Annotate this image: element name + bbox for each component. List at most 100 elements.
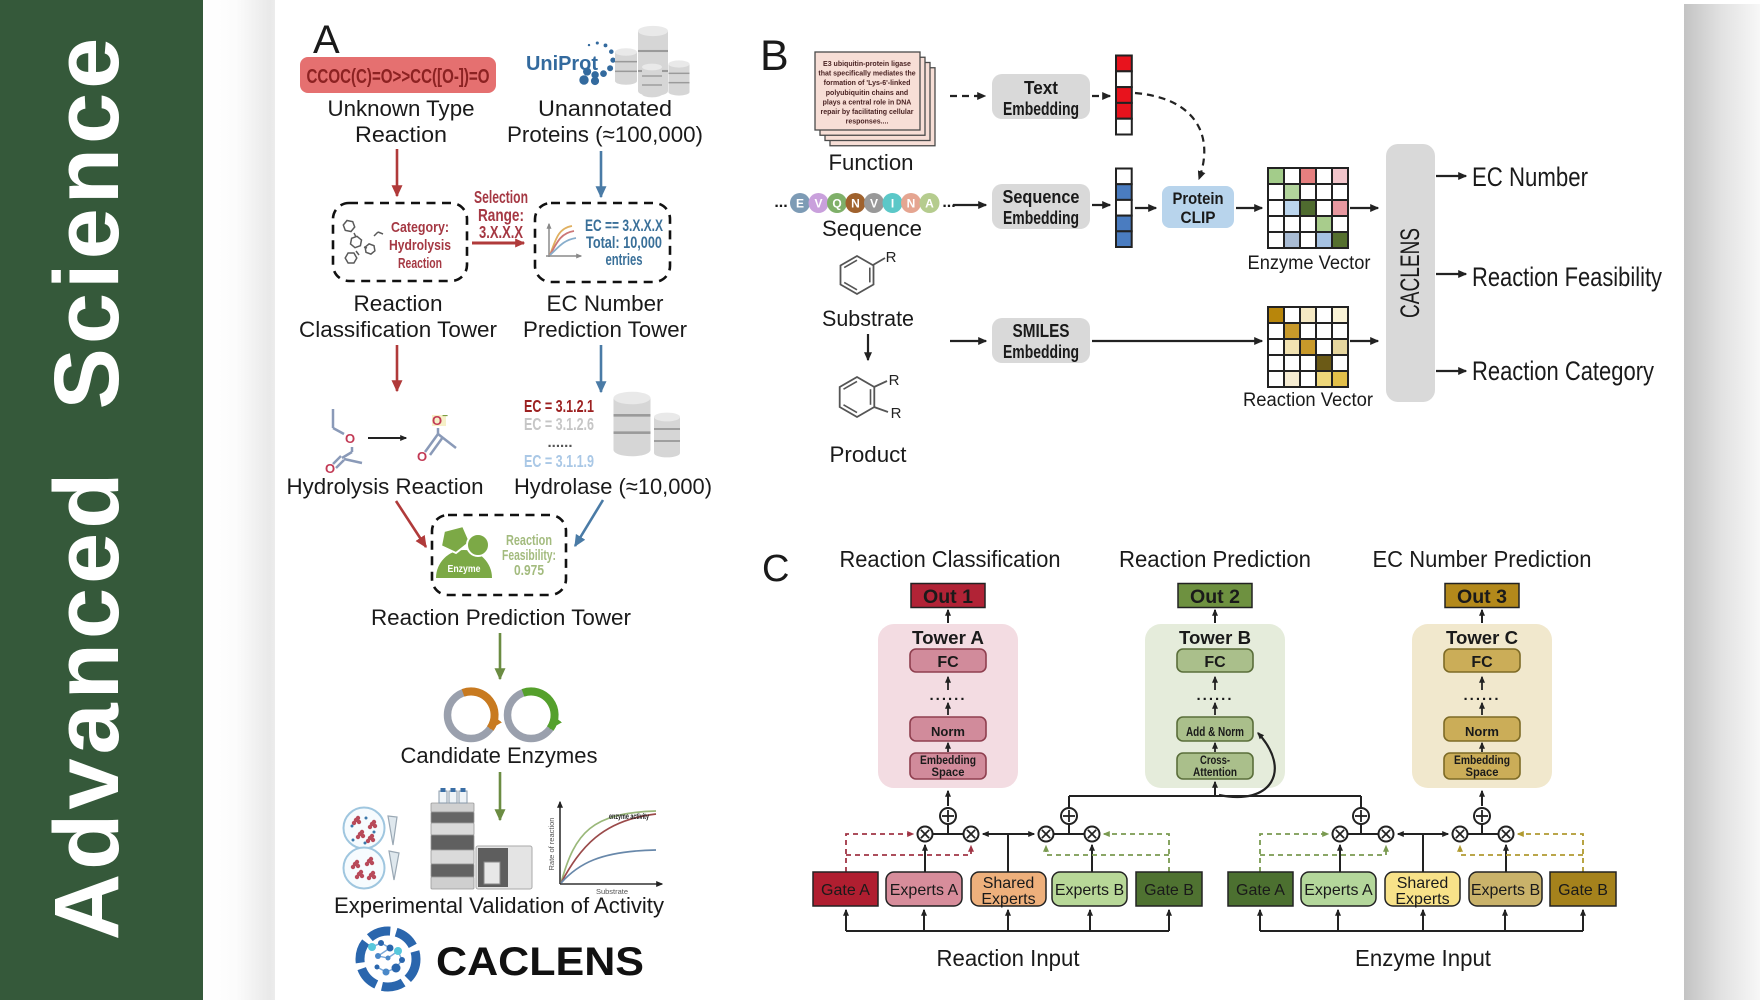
svg-text:Reaction Vector: Reaction Vector xyxy=(1243,390,1374,411)
svg-text:R: R xyxy=(886,249,897,266)
svg-text:Reaction Prediction Tower: Reaction Prediction Tower xyxy=(371,605,631,630)
svg-text:formation of 'Lys-6'-linked: formation of 'Lys-6'-linked xyxy=(824,80,911,87)
svg-text:SMILES: SMILES xyxy=(1013,321,1070,341)
svg-text:......: ...... xyxy=(929,687,966,704)
svg-text:V: V xyxy=(814,197,822,211)
svg-text:R: R xyxy=(889,372,900,389)
svg-text:plays a central role in DNA: plays a central role in DNA xyxy=(823,99,912,106)
svg-text:FC: FC xyxy=(937,654,959,671)
svg-text:Hydrolysis Reaction: Hydrolysis Reaction xyxy=(287,474,484,499)
svg-text:Sequence: Sequence xyxy=(822,216,922,241)
svg-text:...: ... xyxy=(774,194,787,211)
svg-text:Enzyme Input: Enzyme Input xyxy=(1355,945,1492,971)
svg-text:Reaction Classification: Reaction Classification xyxy=(840,546,1061,572)
svg-text:Cross-: Cross- xyxy=(1200,755,1230,767)
svg-text:Norm: Norm xyxy=(1465,724,1499,739)
svg-text:Tower B: Tower B xyxy=(1179,627,1251,648)
svg-text:......: ...... xyxy=(1196,687,1233,704)
svg-text:O: O xyxy=(325,461,335,476)
svg-text:Enzyme: Enzyme xyxy=(448,564,481,575)
svg-text:R: R xyxy=(891,405,902,422)
svg-text:I: I xyxy=(891,197,894,211)
svg-text:Out 1: Out 1 xyxy=(923,587,973,608)
svg-text:B: B xyxy=(760,32,789,80)
svg-text:Gate B: Gate B xyxy=(1144,882,1194,899)
svg-text:Reaction: Reaction xyxy=(354,291,443,316)
svg-text:Norm: Norm xyxy=(931,724,965,739)
svg-text:Feasibility:: Feasibility: xyxy=(502,547,556,564)
svg-text:Add & Norm: Add & Norm xyxy=(1186,724,1244,739)
svg-text:enzyme activity: enzyme activity xyxy=(609,811,649,821)
svg-text:EC == 3.X.X.X: EC == 3.X.X.X xyxy=(585,217,663,235)
svg-text:Experimental Validation of Act: Experimental Validation of Activity xyxy=(334,893,665,918)
svg-text:Candidate Enzymes: Candidate Enzymes xyxy=(401,743,598,768)
svg-text:Substrate: Substrate xyxy=(822,306,914,331)
svg-text:Reaction Category: Reaction Category xyxy=(1472,356,1654,386)
svg-text:O: O xyxy=(417,449,427,464)
svg-text:......: ...... xyxy=(547,434,572,451)
svg-text:Unknown Type: Unknown Type xyxy=(328,96,475,121)
svg-text:EC Number Prediction: EC Number Prediction xyxy=(1373,546,1592,572)
svg-text:Embedding: Embedding xyxy=(1003,99,1079,119)
svg-text:FC: FC xyxy=(1471,654,1493,671)
svg-text:FC: FC xyxy=(1204,654,1226,671)
svg-text:Shared: Shared xyxy=(1397,875,1449,892)
svg-text:Reaction: Reaction xyxy=(355,122,447,147)
svg-text:polyubiquitin chains and: polyubiquitin chains and xyxy=(826,90,908,97)
svg-text:Q: Q xyxy=(832,197,841,211)
svg-text:Space: Space xyxy=(932,767,965,779)
svg-text:Rate of reaction: Rate of reaction xyxy=(547,818,556,871)
svg-text:−: − xyxy=(442,411,448,422)
svg-text:CCOC(C)=O>>CC([O-])=O: CCOC(C)=O>>CC([O-])=O xyxy=(307,66,490,88)
svg-text:entries: entries xyxy=(606,251,643,269)
svg-text:A: A xyxy=(313,18,340,62)
svg-text:Sequence: Sequence xyxy=(1003,187,1080,207)
svg-text:E: E xyxy=(796,197,804,211)
svg-text:EC = 3.1.2.1: EC = 3.1.2.1 xyxy=(524,396,594,416)
svg-text:Product: Product xyxy=(830,442,908,467)
svg-text:E3 ubiquitin-protein ligase: E3 ubiquitin-protein ligase xyxy=(823,61,911,68)
svg-text:V: V xyxy=(870,197,878,211)
svg-text:N: N xyxy=(907,197,916,211)
svg-text:C: C xyxy=(762,548,789,590)
svg-text:Reaction: Reaction xyxy=(506,532,552,549)
svg-text:Proteins (≈100,000): Proteins (≈100,000) xyxy=(507,122,703,147)
svg-text:Category:: Category: xyxy=(391,219,449,236)
svg-text:Text: Text xyxy=(1024,78,1058,98)
svg-text:Selection: Selection xyxy=(474,187,528,207)
svg-text:Experts A: Experts A xyxy=(890,882,959,899)
svg-text:Protein: Protein xyxy=(1173,189,1224,208)
svg-text:CACLENS: CACLENS xyxy=(436,940,644,984)
svg-text:Gate A: Gate A xyxy=(821,882,870,899)
svg-text:Gate B: Gate B xyxy=(1558,882,1608,899)
svg-text:Classification Tower: Classification Tower xyxy=(299,317,497,342)
svg-text:Function: Function xyxy=(829,150,914,175)
svg-text:...: ... xyxy=(942,194,955,211)
svg-text:Reaction: Reaction xyxy=(398,255,442,272)
svg-text:Out 3: Out 3 xyxy=(1457,587,1507,608)
svg-text:Embedding: Embedding xyxy=(1454,755,1510,767)
svg-text:EC Number: EC Number xyxy=(547,291,664,316)
svg-text:responses....: responses.... xyxy=(846,119,889,126)
svg-text:......: ...... xyxy=(1463,687,1500,704)
svg-text:EC Number: EC Number xyxy=(1472,162,1588,192)
svg-text:that specifically mediates the: that specifically mediates the xyxy=(818,71,915,78)
svg-text:Advanced Science: Advanced Science xyxy=(36,34,138,941)
svg-text:Embedding: Embedding xyxy=(920,755,976,767)
svg-text:Tower C: Tower C xyxy=(1446,627,1518,648)
svg-text:CLIP: CLIP xyxy=(1181,208,1216,227)
svg-text:Embedding: Embedding xyxy=(1003,342,1079,362)
svg-text:Tower A: Tower A xyxy=(912,627,984,648)
svg-text:CACLENS: CACLENS xyxy=(1395,228,1425,318)
svg-text:A: A xyxy=(925,197,934,211)
svg-text:0.975: 0.975 xyxy=(514,562,544,579)
svg-text:Experts: Experts xyxy=(981,891,1035,908)
svg-text:N: N xyxy=(851,197,860,211)
svg-text:Enzyme Vector: Enzyme Vector xyxy=(1248,253,1372,274)
svg-text:Hydrolase (≈10,000): Hydrolase (≈10,000) xyxy=(514,474,712,499)
svg-text:Reaction Prediction: Reaction Prediction xyxy=(1119,546,1311,572)
svg-text:3.X.X.X: 3.X.X.X xyxy=(479,222,523,242)
svg-text:Substrate: Substrate xyxy=(596,887,628,896)
svg-text:Shared: Shared xyxy=(983,875,1035,892)
svg-text:Total: 10,000: Total: 10,000 xyxy=(586,234,662,252)
